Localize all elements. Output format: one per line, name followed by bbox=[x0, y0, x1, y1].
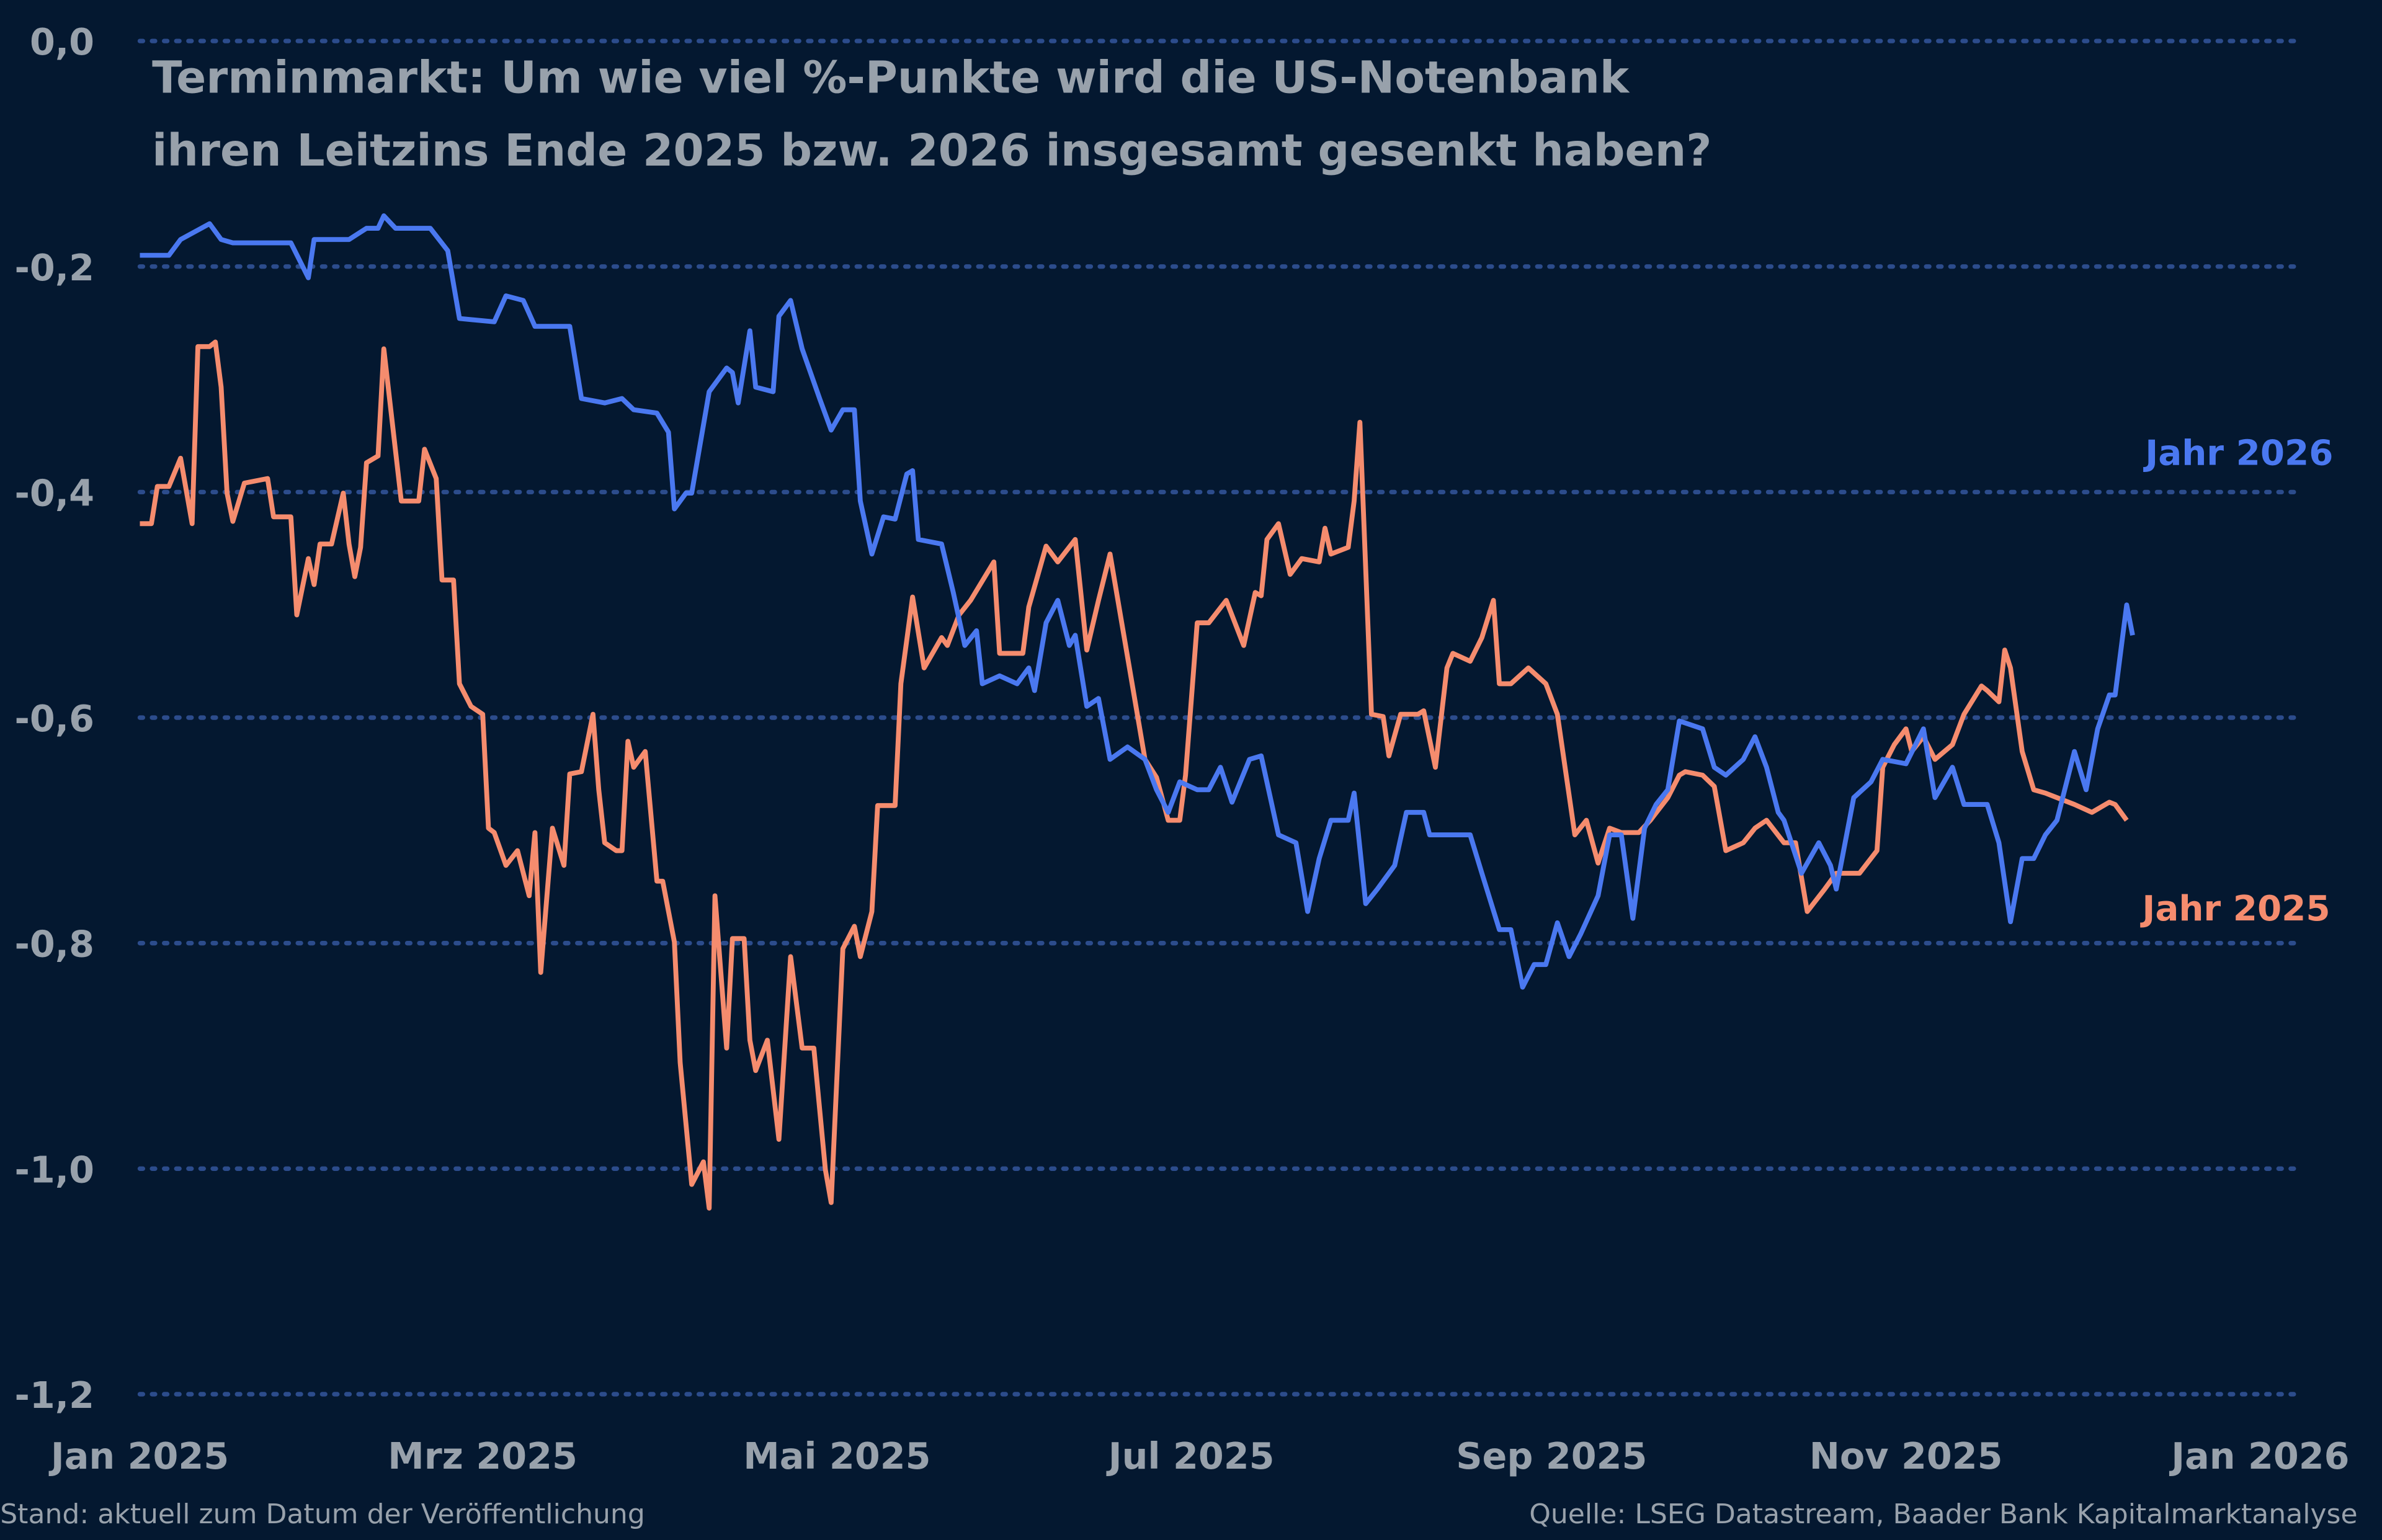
y-tick-label: -1,0 bbox=[15, 1148, 94, 1191]
x-tick-label: Jul 2025 bbox=[1106, 1435, 1275, 1477]
x-tick-label: Sep 2025 bbox=[1456, 1435, 1647, 1477]
footer-source: Quelle: LSEG Datastream, Baader Bank Kap… bbox=[1529, 1498, 2357, 1530]
y-tick-label: -0,4 bbox=[15, 471, 94, 514]
series-label-jahr-2026: Jahr 2026 bbox=[2143, 433, 2333, 473]
series-lines bbox=[140, 213, 2135, 1211]
gridlines bbox=[137, 38, 2304, 1397]
y-tick-label: -0,2 bbox=[15, 246, 94, 289]
y-tick-label: -0,8 bbox=[15, 923, 94, 966]
y-tick-label: -1,2 bbox=[15, 1374, 94, 1417]
x-tick-label: Mrz 2025 bbox=[388, 1435, 578, 1477]
series-line-jahr-2025 bbox=[140, 339, 2129, 1211]
y-tick-label: 0,0 bbox=[30, 20, 94, 63]
series-line-jahr-2026 bbox=[140, 213, 2135, 990]
x-tick-label: Mai 2025 bbox=[743, 1435, 930, 1477]
chart-title-line2: ihren Leitzins Ende 2025 bzw. 2026 insge… bbox=[152, 125, 1711, 176]
x-axis-ticks: Jan 2025 Mrz 2025 Mai 2025 Jul 2025 Sep 2025… bbox=[48, 1435, 2350, 1477]
chart-title: Terminmarkt: Um wie viel %-Punkte wird d… bbox=[152, 51, 1630, 103]
x-tick-label: Jan 2025 bbox=[48, 1435, 229, 1477]
y-axis-ticks: 0,0 -0,2 -0,4 -0,6 -0,8 -1,0 -1,2 bbox=[15, 20, 94, 1417]
series-label-jahr-2025: Jahr 2025 bbox=[2139, 889, 2330, 929]
x-tick-label: Nov 2025 bbox=[1809, 1435, 2003, 1477]
y-tick-label: -0,6 bbox=[15, 697, 94, 740]
footer-note: Stand: aktuell zum Datum der Veröffentli… bbox=[0, 1498, 645, 1530]
x-tick-label: Jan 2026 bbox=[2169, 1435, 2349, 1477]
